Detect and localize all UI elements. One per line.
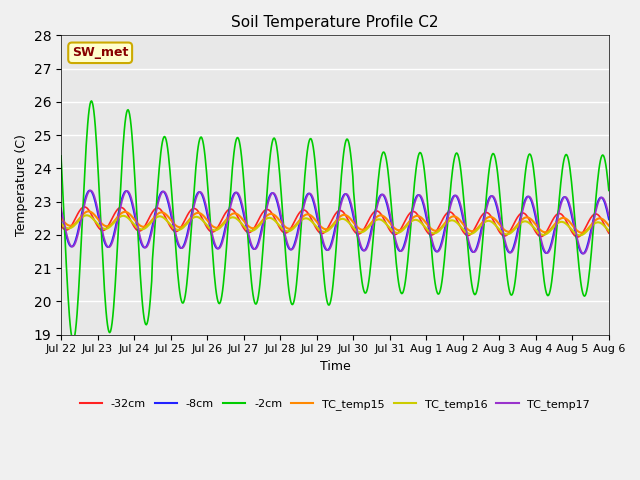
-32cm: [419, 220, 426, 226]
TC_temp17: [605, 213, 612, 218]
-8cm: [403, 235, 410, 240]
Legend: -32cm, -8cm, -2cm, TC_temp15, TC_temp16, TC_temp17: -32cm, -8cm, -2cm, TC_temp15, TC_temp16,…: [76, 394, 595, 414]
-2cm: [605, 188, 612, 193]
TC_temp15: [180, 223, 188, 228]
TC_temp16: [209, 227, 216, 233]
Line: -8cm: -8cm: [61, 191, 609, 254]
-32cm: [180, 219, 188, 225]
-2cm: [419, 157, 427, 163]
TC_temp17: [124, 189, 132, 194]
-2cm: [180, 297, 188, 302]
Line: TC_temp15: TC_temp15: [61, 211, 609, 233]
-32cm: [209, 229, 216, 235]
-32cm: [124, 212, 132, 218]
-32cm: [81, 204, 88, 210]
TC_temp15: [577, 230, 585, 236]
-2cm: [57, 153, 65, 159]
TC_temp17: [580, 251, 588, 257]
-32cm: [573, 234, 581, 240]
TC_temp17: [180, 244, 188, 250]
Text: SW_met: SW_met: [72, 46, 129, 60]
-32cm: [57, 223, 65, 228]
-8cm: [419, 198, 426, 204]
-32cm: [67, 224, 75, 229]
TC_temp16: [180, 224, 188, 230]
-32cm: [605, 230, 612, 236]
-2cm: [88, 98, 95, 104]
TC_temp15: [84, 208, 92, 214]
Line: TC_temp16: TC_temp16: [61, 216, 609, 235]
Line: TC_temp17: TC_temp17: [61, 191, 609, 254]
-8cm: [209, 236, 216, 242]
-8cm: [605, 216, 612, 222]
TC_temp15: [57, 215, 65, 221]
-2cm: [125, 108, 132, 114]
TC_temp16: [605, 228, 612, 234]
TC_temp16: [419, 221, 426, 227]
TC_temp16: [57, 220, 65, 226]
-8cm: [579, 251, 587, 257]
-8cm: [124, 190, 132, 195]
Line: -32cm: -32cm: [61, 207, 609, 237]
TC_temp16: [576, 232, 584, 238]
Y-axis label: Temperature (C): Temperature (C): [15, 134, 28, 236]
-8cm: [86, 188, 94, 193]
TC_temp17: [403, 238, 410, 244]
TC_temp17: [57, 205, 65, 211]
Title: Soil Temperature Profile C2: Soil Temperature Profile C2: [231, 15, 438, 30]
TC_temp16: [67, 225, 75, 231]
-2cm: [209, 262, 217, 267]
-2cm: [69, 337, 77, 343]
TC_temp17: [419, 195, 426, 201]
TC_temp15: [419, 216, 426, 221]
Line: -2cm: -2cm: [61, 101, 609, 340]
TC_temp17: [67, 243, 75, 249]
-2cm: [67, 329, 75, 335]
TC_temp16: [403, 224, 410, 229]
TC_temp16: [83, 213, 91, 218]
-32cm: [403, 216, 410, 222]
TC_temp15: [124, 210, 132, 216]
-8cm: [180, 242, 188, 248]
X-axis label: Time: Time: [319, 360, 350, 373]
TC_temp17: [87, 188, 95, 193]
-8cm: [57, 209, 65, 215]
-2cm: [403, 266, 411, 272]
TC_temp17: [209, 233, 216, 239]
-8cm: [67, 244, 75, 250]
TC_temp15: [209, 223, 216, 229]
TC_temp15: [403, 223, 410, 228]
TC_temp16: [124, 215, 132, 221]
TC_temp15: [67, 223, 75, 228]
TC_temp15: [605, 223, 612, 228]
